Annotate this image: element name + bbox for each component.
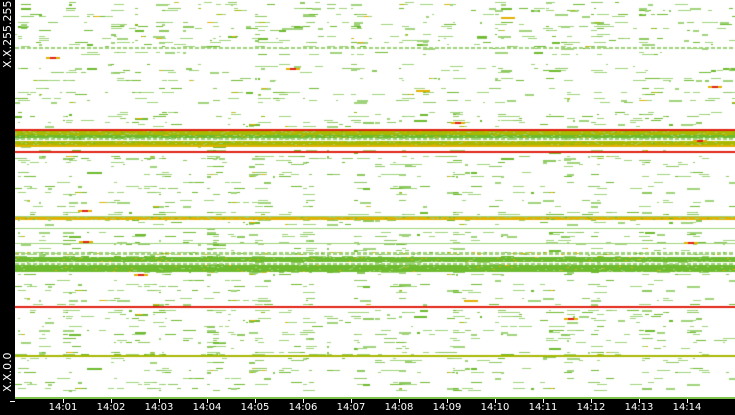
x-tick-label: 14:01 [48,402,78,413]
x-tick-label: 14:09 [432,402,462,413]
x-tick-label: 14:13 [624,402,654,413]
x-tick-mark [303,399,304,403]
y-bottom-label-text: X.X.0.0 [1,352,14,392]
x-tick-label: 14:04 [192,402,222,413]
x-tick-mark [543,399,544,403]
x-tick-label: 14:06 [288,402,318,413]
x-axis: 14:01 14:02 14:03 14:04 14:05 14:06 14:07 14:08… [0,399,735,415]
x-tick-mark [495,399,496,403]
y-axis: X.X.255.255 X.X.0.0 [0,0,15,398]
y-axis-origin-tick [10,401,15,402]
x-tick-label: 14:02 [96,402,126,413]
x-tick-mark [639,399,640,403]
x-tick-label: 14:11 [528,402,558,413]
x-tick-label: 14:07 [336,402,366,413]
x-tick-mark [207,399,208,403]
x-tick-label: 14:03 [144,402,174,413]
x-tick-mark [255,399,256,403]
x-tick-mark [399,399,400,403]
x-tick-label: 14:12 [576,402,606,413]
x-tick-label: 14:08 [384,402,414,413]
x-tick-mark [447,399,448,403]
x-tick-mark [111,399,112,403]
x-tick-mark [159,399,160,403]
activity-heatmap-canvas[interactable] [15,0,735,398]
x-tick-mark [63,399,64,403]
x-tick-label: 14:05 [240,402,270,413]
x-tick-label: 14:14 [672,402,702,413]
plot-area[interactable] [15,0,735,398]
x-tick-mark [591,399,592,403]
y-top-label-text: X.X.255.255 [1,0,14,68]
x-axis-baseline [15,397,735,399]
x-tick-label: 14:10 [480,402,510,413]
x-tick-mark [351,399,352,403]
x-tick-mark [687,399,688,403]
